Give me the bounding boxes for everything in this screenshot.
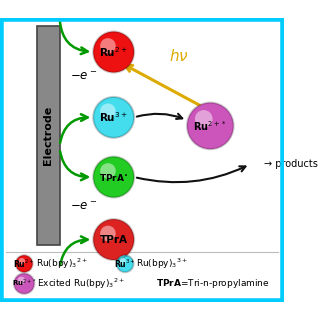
Circle shape — [17, 277, 25, 284]
Text: Electrode: Electrode — [43, 106, 53, 165]
Circle shape — [187, 103, 234, 149]
Text: Ru$^{3+}$: Ru$^{3+}$ — [114, 258, 136, 270]
Text: $-e^-$: $-e^-$ — [70, 200, 98, 213]
Text: Ru$^{2+}$: Ru$^{2+}$ — [13, 258, 35, 270]
Text: Ru$^{2+*}$: Ru$^{2+*}$ — [193, 119, 227, 133]
Circle shape — [14, 273, 34, 294]
Circle shape — [100, 163, 116, 179]
Circle shape — [100, 38, 116, 54]
Circle shape — [93, 97, 134, 138]
Text: Ru(bpy)$_3$$^{2+}$: Ru(bpy)$_3$$^{2+}$ — [36, 257, 88, 271]
Text: $h\nu$: $h\nu$ — [169, 48, 189, 64]
Text: Ru(bpy)$_3$$^{3+}$: Ru(bpy)$_3$$^{3+}$ — [136, 257, 188, 271]
Circle shape — [119, 258, 126, 264]
Text: → products: → products — [264, 159, 318, 169]
Circle shape — [93, 156, 134, 197]
Text: Excited Ru(bpy)$_3$$^{2+}$: Excited Ru(bpy)$_3$$^{2+}$ — [37, 276, 125, 291]
Text: Ru$^{2+*}$: Ru$^{2+*}$ — [12, 278, 36, 289]
Circle shape — [116, 255, 133, 272]
Circle shape — [195, 110, 212, 128]
Text: $\mathbf{TPrA}$=Tri-n-propylamine: $\mathbf{TPrA}$=Tri-n-propylamine — [156, 277, 270, 290]
Circle shape — [19, 258, 25, 264]
Circle shape — [100, 103, 116, 119]
Text: $-e^-$: $-e^-$ — [70, 70, 98, 83]
Text: Ru$^{2+}$: Ru$^{2+}$ — [99, 45, 128, 59]
Circle shape — [16, 255, 33, 272]
Circle shape — [100, 226, 116, 241]
Text: Ru$^{3+}$: Ru$^{3+}$ — [99, 110, 128, 124]
Text: TPrA: TPrA — [100, 235, 128, 244]
FancyBboxPatch shape — [37, 27, 60, 245]
Circle shape — [93, 219, 134, 260]
Circle shape — [93, 32, 134, 72]
Text: TPrA$^{\bullet}$: TPrA$^{\bullet}$ — [99, 172, 128, 182]
